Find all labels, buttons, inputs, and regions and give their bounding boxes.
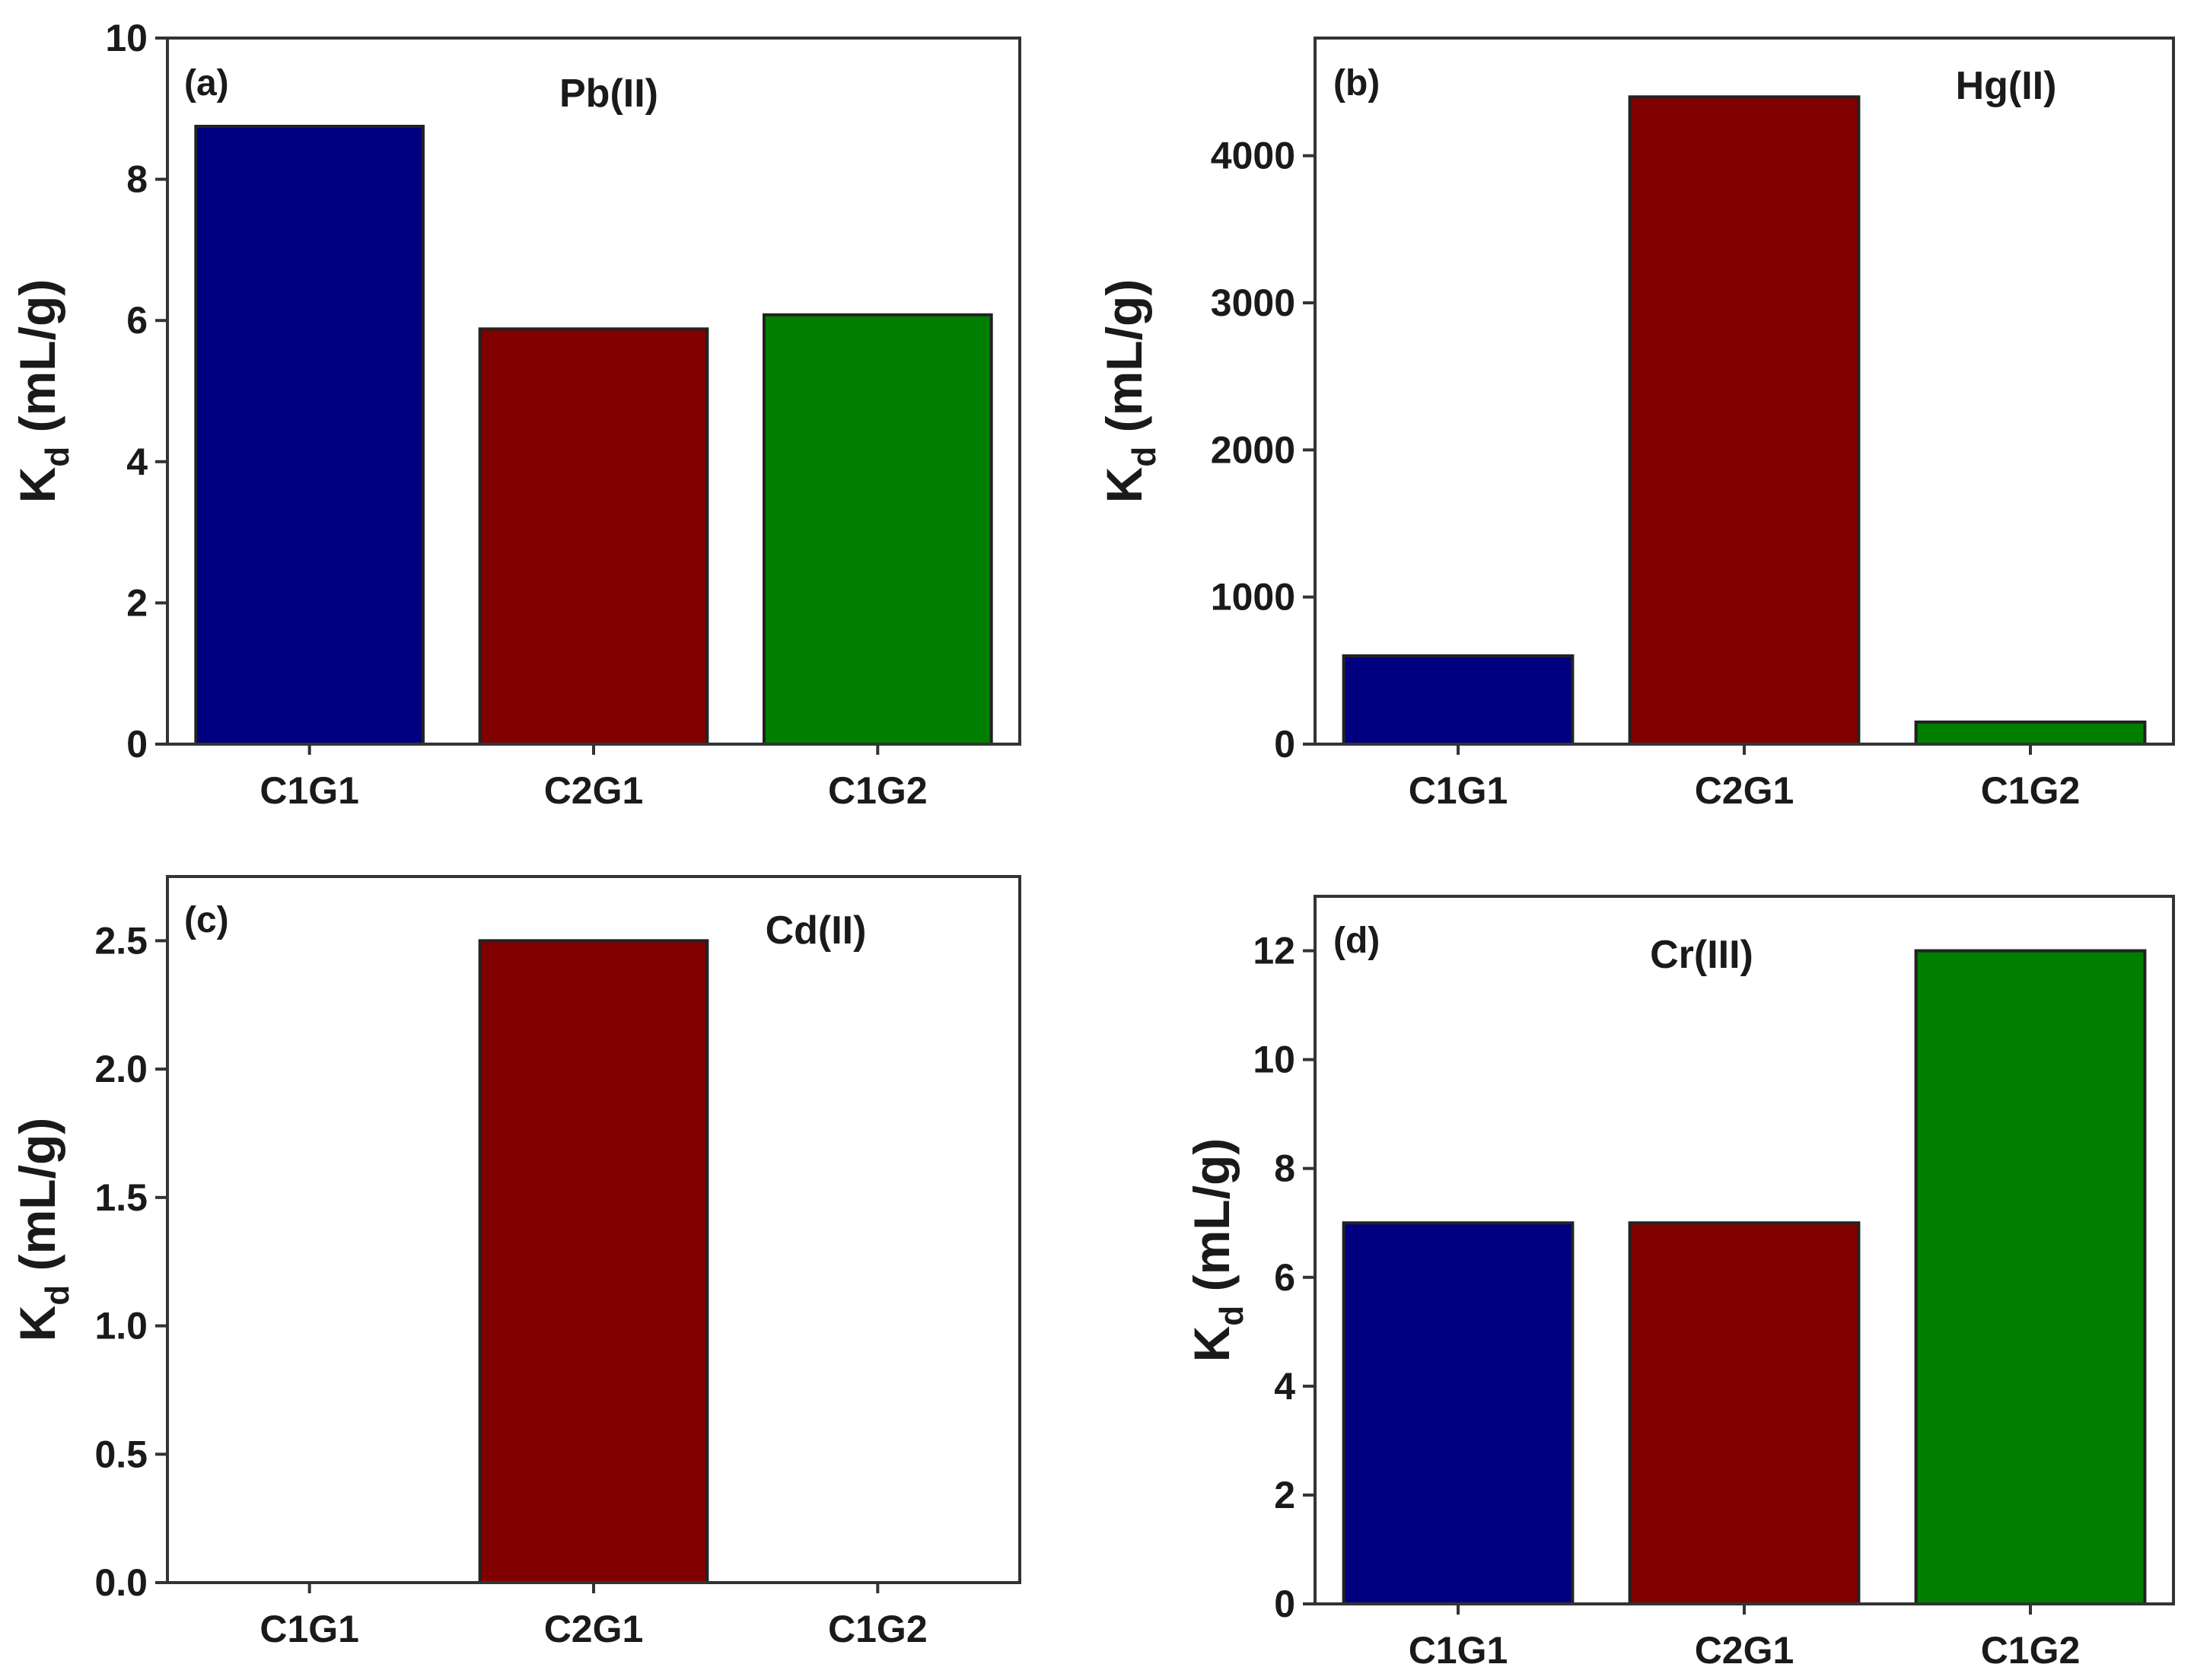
y-tick-label: 0 (126, 723, 148, 765)
y-axis-label-main: K (1183, 1325, 1240, 1362)
bar-c2g1 (1628, 1221, 1861, 1605)
y-axis-label: Kd (mL/g) (1096, 279, 1163, 504)
category-label-c2g1: C2G1 (1695, 1629, 1794, 1672)
category-label-c2g1: C2G1 (1695, 769, 1794, 812)
y-tick-label: 12 (1253, 930, 1295, 972)
y-tick-label: 2 (1274, 1474, 1295, 1516)
y-axis-label: Kd (mL/g) (9, 279, 76, 504)
y-tick-label: 4 (126, 441, 148, 483)
y-tick-label: 2.5 (94, 919, 148, 962)
category-label-c1g1: C1G1 (1409, 1629, 1508, 1672)
y-tick-label: 2 (126, 581, 148, 624)
y-axis-label-main: K (9, 1305, 65, 1341)
y-tick-label: 10 (1253, 1039, 1295, 1081)
y-tick-label: 3000 (1211, 282, 1295, 324)
category-label-c1g2: C1G2 (828, 1608, 928, 1650)
y-tick-label: 0.0 (94, 1561, 148, 1604)
y-tick-label: 1.0 (94, 1305, 148, 1348)
y-tick-label: 1.5 (94, 1176, 148, 1219)
y-axis-label-unit: (mL/g) (9, 1118, 65, 1285)
y-axis-label-unit: (mL/g) (1096, 279, 1152, 447)
y-tick-label: 4000 (1211, 135, 1295, 177)
bar-c2g1 (478, 327, 709, 746)
y-axis-label-subscript: d (39, 1285, 76, 1306)
panel-label: (d) (1333, 921, 1380, 961)
y-tick-label: 6 (126, 299, 148, 342)
bar-c1g1 (1342, 1221, 1575, 1605)
y-axis-label-unit: (mL/g) (1183, 1138, 1240, 1306)
y-axis-label-subscript: d (1126, 447, 1163, 467)
ion-title: Pb(II) (559, 72, 658, 116)
category-label-c1g2: C1G2 (1981, 1629, 2081, 1672)
panel-b: C1G1 C2G1 C1G2 0 1000 2000 3000 4000 (b) Hg(II) Kd… (1096, 37, 2175, 812)
y-axis-label-main: K (1096, 466, 1152, 503)
bar-c2g1 (478, 939, 709, 1584)
y-tick-label: 10 (105, 17, 148, 59)
ion-title: Cr(III) (1650, 933, 1753, 977)
bar-c1g2 (1914, 721, 2147, 746)
category-label-c1g1: C1G1 (1409, 769, 1508, 812)
y-axis-label: Kd (mL/g) (9, 1118, 76, 1342)
y-tick-label: 0 (1274, 1583, 1295, 1625)
y-tick-label: 4 (1274, 1365, 1295, 1408)
bar-c1g1 (194, 125, 425, 746)
panel-c: C1G1 C2G1 C1G2 0.0 0.5 1.0 1.5 2.0 2.5 (c) Cd(II) K… (9, 875, 1021, 1650)
y-tick-label: 1000 (1211, 576, 1295, 619)
category-label-c1g2: C1G2 (1981, 769, 2081, 812)
category-label-c2g1: C2G1 (544, 1608, 644, 1650)
bar-c1g1 (1342, 654, 1575, 746)
panel-label: (c) (184, 900, 229, 940)
category-label-c1g1: C1G1 (260, 769, 359, 812)
panel-d: C1G1 C2G1 C1G2 0 2 4 6 8 10 12 (d) Cr(III) Kd (mL/g) (1183, 895, 2175, 1672)
ion-title: Cd(II) (766, 908, 867, 953)
bar-c2g1 (1628, 95, 1861, 746)
panel-label: (b) (1333, 63, 1380, 103)
y-tick-label: 0.5 (94, 1433, 148, 1475)
category-label-c1g1: C1G1 (260, 1608, 359, 1650)
y-axis-label-subscript: d (1213, 1306, 1250, 1326)
category-label-c2g1: C2G1 (544, 769, 644, 812)
y-tick-label: 2000 (1211, 428, 1295, 471)
panel-a: C1G1 C2G1 C1G2 0 2 4 6 8 10 (a) Pb(II) Kd (mL/g) (9, 17, 1021, 812)
y-tick-label: 6 (1274, 1256, 1295, 1299)
bar-c1g2 (1914, 949, 2147, 1605)
y-tick-label: 8 (1274, 1147, 1295, 1190)
y-tick-label: 2.0 (94, 1048, 148, 1090)
y-axis-label-unit: (mL/g) (9, 279, 65, 447)
category-label-c1g2: C1G2 (828, 769, 928, 812)
y-axis-label: Kd (mL/g) (1183, 1138, 1250, 1363)
panel-label: (a) (184, 63, 229, 103)
y-tick-label: 0 (1274, 723, 1295, 765)
y-axis-label-subscript: d (39, 447, 76, 467)
ion-title: Hg(II) (1956, 64, 2057, 108)
bar-c1g2 (763, 313, 993, 746)
y-axis-label-main: K (9, 466, 65, 503)
y-tick-label: 8 (126, 158, 148, 201)
